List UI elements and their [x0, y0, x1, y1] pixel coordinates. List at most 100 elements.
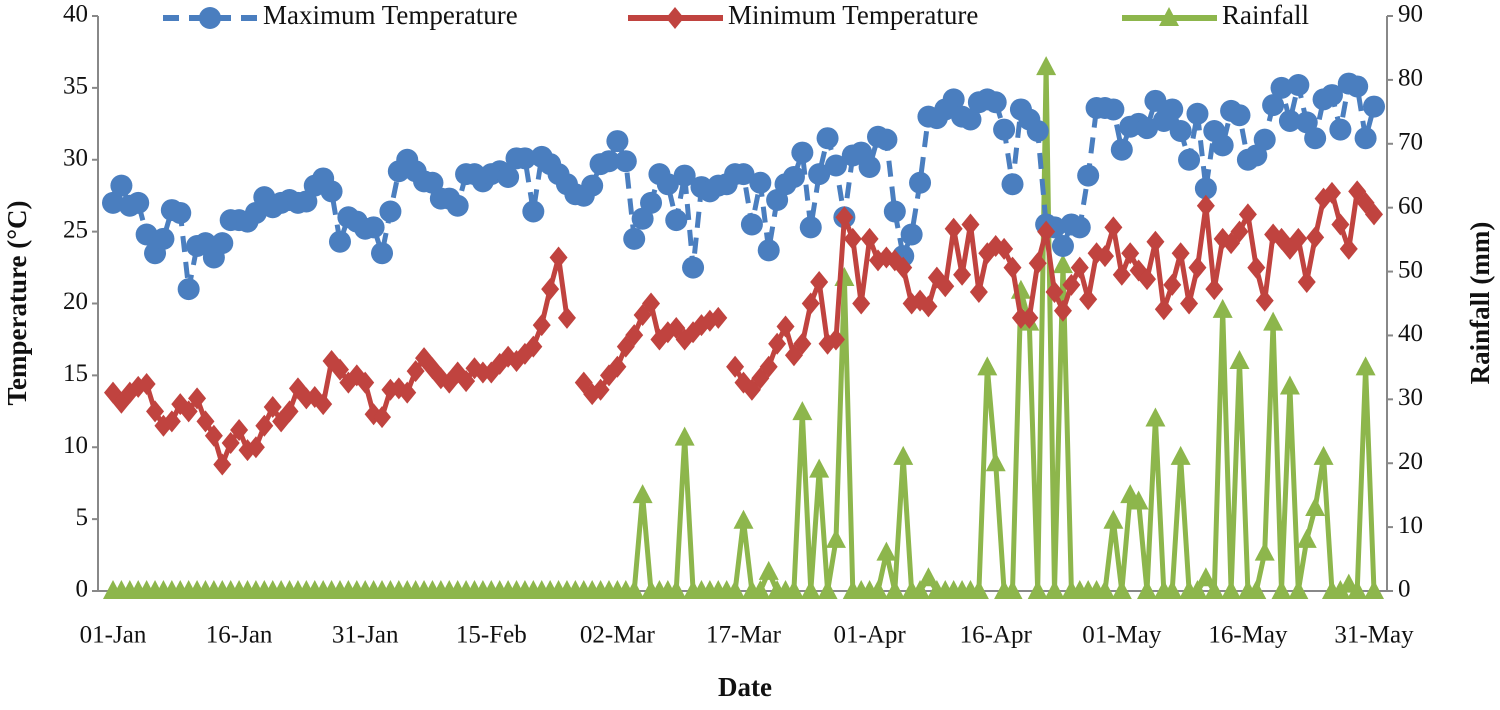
point [1094, 580, 1115, 599]
point [732, 163, 755, 186]
point [1331, 213, 1350, 236]
point [230, 419, 249, 441]
y-tick-label: 15 [63, 360, 88, 387]
point [985, 452, 1006, 472]
point [188, 387, 207, 410]
point [968, 580, 989, 599]
point [793, 332, 812, 355]
point [860, 227, 879, 250]
point [799, 216, 822, 239]
x-tick-label: 31-May [1334, 622, 1414, 649]
point [918, 567, 939, 587]
point [1145, 407, 1166, 427]
y-tick-label: 30 [63, 144, 88, 171]
y2-tick-label: 90 [1398, 1, 1423, 28]
point [810, 270, 829, 293]
point [162, 410, 181, 433]
y-tick-label: 10 [63, 432, 88, 459]
point [1169, 120, 1192, 142]
point [1161, 98, 1184, 121]
point [816, 127, 839, 150]
legend-label: Minimum Temperature [728, 0, 978, 30]
point [1196, 194, 1215, 217]
point [196, 410, 215, 433]
point [597, 150, 620, 173]
point [858, 155, 881, 178]
point [1204, 580, 1225, 599]
x-tick-label: 01-Apr [833, 622, 906, 649]
point [213, 453, 232, 476]
point [942, 88, 965, 111]
point [1186, 102, 1209, 125]
y2-tick-label: 70 [1398, 129, 1423, 156]
y-axis-title: Temperature (°C) [2, 200, 32, 405]
point [1270, 76, 1293, 99]
point [1346, 75, 1369, 98]
point [808, 163, 831, 186]
point [1330, 580, 1351, 599]
y2-tick-label: 10 [1398, 512, 1423, 539]
point [1095, 245, 1114, 268]
point [759, 355, 778, 378]
point [624, 580, 645, 599]
point [1102, 98, 1125, 121]
point [909, 171, 932, 194]
point [782, 166, 805, 188]
point [768, 332, 787, 355]
point [522, 200, 545, 223]
point [1026, 120, 1049, 142]
point [665, 209, 688, 232]
point [1306, 226, 1325, 249]
point [801, 292, 820, 315]
point [457, 370, 476, 393]
point [1052, 254, 1073, 274]
point [1212, 298, 1233, 318]
point [1320, 84, 1343, 107]
point [1296, 528, 1317, 548]
series-line [111, 188, 1377, 467]
point [246, 436, 265, 459]
point [110, 174, 133, 197]
point [1077, 164, 1100, 187]
legend-marker [666, 7, 684, 29]
point [1278, 109, 1301, 132]
x-tick-label: 31-Jan [332, 622, 399, 649]
point [177, 278, 200, 301]
point [876, 541, 897, 561]
x-tick-label: 01-Jan [80, 622, 147, 649]
point [852, 292, 871, 315]
point [371, 242, 394, 265]
legend-marker [1159, 7, 1179, 26]
point [919, 295, 938, 318]
point [726, 355, 745, 378]
point [406, 360, 425, 383]
point [884, 580, 905, 599]
point [883, 200, 906, 223]
point [1171, 242, 1190, 265]
point [204, 424, 223, 447]
point [169, 201, 192, 224]
point [1363, 95, 1385, 118]
point [791, 141, 814, 164]
point [642, 292, 661, 315]
point [1112, 263, 1131, 286]
point [1036, 56, 1057, 76]
point [1111, 580, 1132, 599]
point [1364, 580, 1384, 599]
point [1354, 127, 1377, 150]
point [1121, 242, 1140, 265]
point [608, 355, 627, 378]
point [137, 373, 156, 395]
point [1020, 306, 1039, 329]
point [1289, 227, 1308, 250]
point [826, 328, 845, 351]
x-tick-label: 02-Mar [580, 622, 656, 649]
point [532, 314, 551, 337]
point [1247, 256, 1266, 279]
point [792, 401, 813, 421]
point [809, 458, 830, 478]
legend-label: Rainfall [1222, 0, 1309, 30]
point [179, 400, 198, 423]
point [135, 223, 158, 246]
